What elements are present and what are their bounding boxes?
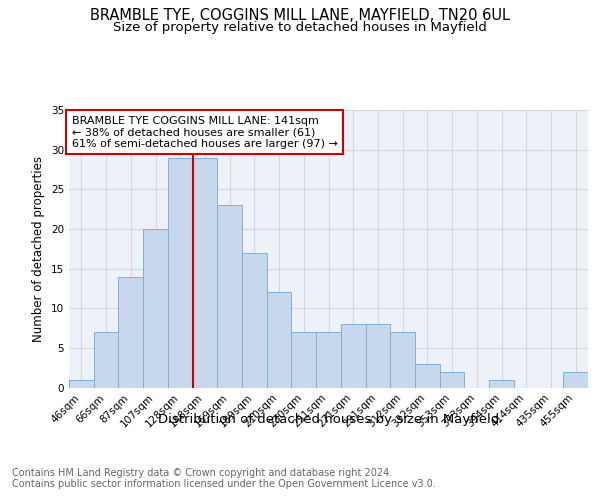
Bar bbox=[316, 332, 341, 388]
Bar bbox=[267, 292, 292, 388]
Bar bbox=[415, 364, 440, 388]
Text: Size of property relative to detached houses in Mayfield: Size of property relative to detached ho… bbox=[113, 21, 487, 34]
Text: Distribution of detached houses by size in Mayfield: Distribution of detached houses by size … bbox=[158, 412, 499, 426]
Bar bbox=[193, 158, 217, 388]
Text: BRAMBLE TYE, COGGINS MILL LANE, MAYFIELD, TN20 6UL: BRAMBLE TYE, COGGINS MILL LANE, MAYFIELD… bbox=[90, 8, 510, 22]
Bar bbox=[69, 380, 94, 388]
Text: Contains HM Land Registry data © Crown copyright and database right 2024.
Contai: Contains HM Land Registry data © Crown c… bbox=[12, 468, 436, 489]
Bar bbox=[292, 332, 316, 388]
Bar bbox=[440, 372, 464, 388]
Bar bbox=[168, 158, 193, 388]
Y-axis label: Number of detached properties: Number of detached properties bbox=[32, 156, 46, 342]
Bar bbox=[94, 332, 118, 388]
Bar bbox=[365, 324, 390, 388]
Bar bbox=[390, 332, 415, 388]
Bar bbox=[563, 372, 588, 388]
Bar bbox=[143, 229, 168, 388]
Text: BRAMBLE TYE COGGINS MILL LANE: 141sqm
← 38% of detached houses are smaller (61)
: BRAMBLE TYE COGGINS MILL LANE: 141sqm ← … bbox=[71, 116, 337, 149]
Bar bbox=[341, 324, 365, 388]
Bar bbox=[489, 380, 514, 388]
Bar bbox=[217, 205, 242, 388]
Bar bbox=[118, 276, 143, 388]
Bar bbox=[242, 252, 267, 388]
